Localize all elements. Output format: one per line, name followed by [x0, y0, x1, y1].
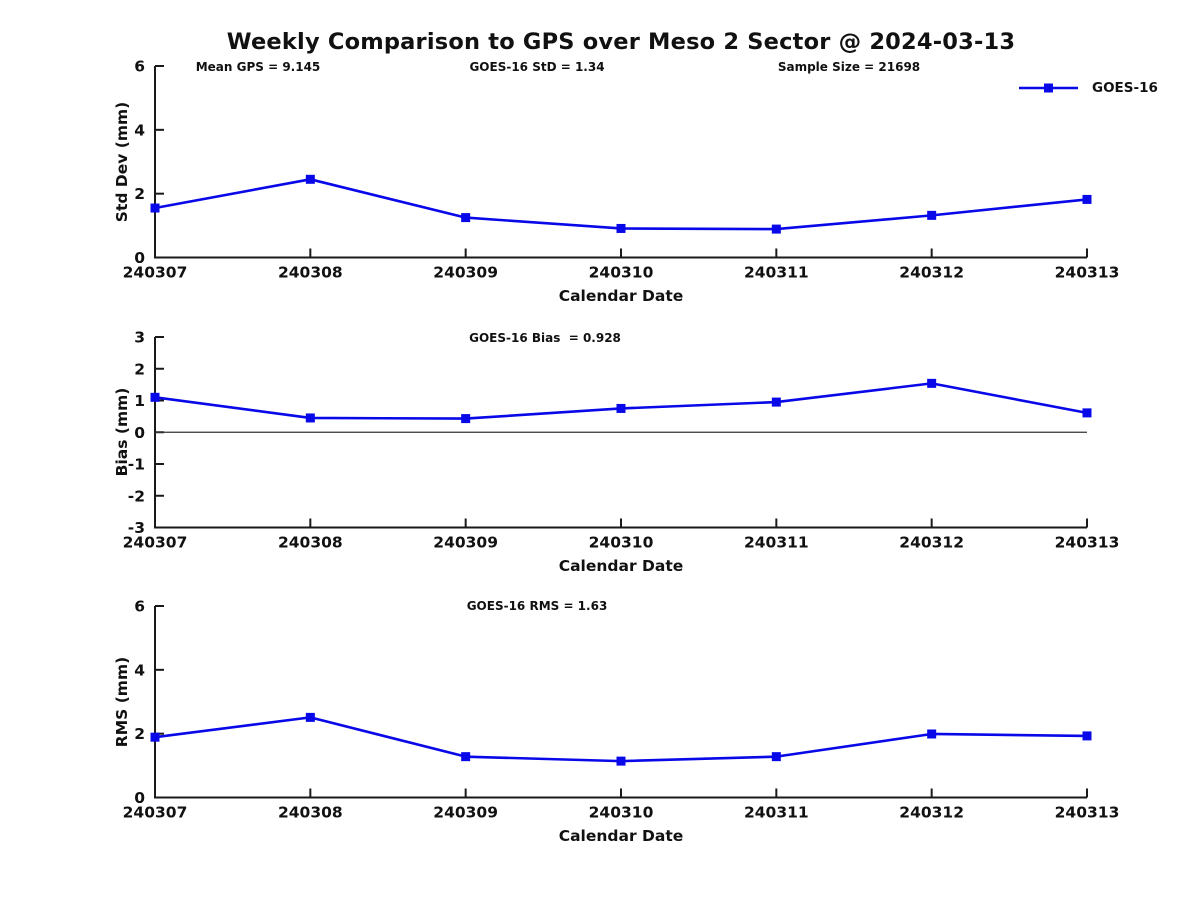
y-tick-label: 2 [134, 360, 145, 378]
y-tick-label: 0 [134, 249, 145, 267]
x-tick-label: 240308 [278, 264, 343, 282]
legend-line-sample [1019, 83, 1078, 93]
x-tick-label: 240310 [589, 534, 654, 552]
series-line-bias [154, 382, 1088, 420]
x-tick-label: 240308 [278, 534, 343, 552]
x-tick-label: 240307 [123, 534, 188, 552]
data-point-marker [616, 403, 626, 413]
y-tick-label: -2 [128, 487, 145, 505]
x-tick-label: 240311 [744, 264, 809, 282]
y-tick-label: 0 [134, 789, 145, 807]
x-tick-label: 240312 [899, 534, 964, 552]
annotation-mean-gps: Mean GPS = 9.145 [195, 60, 321, 74]
y-tick-label: -1 [128, 456, 145, 474]
y-tick-label: 0 [134, 424, 145, 442]
data-point-marker [461, 213, 471, 223]
data-point-marker [771, 397, 781, 407]
data-point-marker [1082, 408, 1092, 418]
x-tick-label: 240311 [744, 804, 809, 822]
x-tick-label: 240308 [278, 804, 343, 822]
x-tick-label: 240309 [433, 264, 498, 282]
data-point-marker [150, 732, 160, 742]
data-point-marker [927, 378, 937, 388]
y-tick-label: 1 [134, 392, 145, 410]
legend-label: GOES-16 [1092, 80, 1158, 96]
y-tick-label: 4 [134, 121, 145, 139]
data-point-marker [305, 174, 315, 184]
chart-title: Weekly Comparison to GPS over Meso 2 Sec… [226, 29, 1016, 55]
x-tick-label: 240307 [123, 264, 188, 282]
data-point-marker [616, 756, 626, 766]
x-tick-label: 240309 [433, 534, 498, 552]
y-tick-label: 2 [134, 185, 145, 203]
data-point-marker [150, 392, 160, 402]
x-axis-label-panel3: Calendar Date [558, 827, 684, 845]
x-tick-label: 240310 [589, 804, 654, 822]
series-line-std-dev [154, 178, 1088, 231]
x-tick-label: 240307 [123, 804, 188, 822]
annotation-sample-size: Sample Size = 21698 [777, 60, 921, 74]
y-tick-label: -3 [128, 519, 145, 537]
data-point-marker [616, 223, 626, 233]
x-tick-label: 240313 [1055, 534, 1120, 552]
annotation-goes16-std: GOES-16 StD = 1.34 [469, 60, 605, 74]
data-point-marker [461, 752, 471, 762]
axis-rms [154, 606, 1087, 799]
data-point-marker [927, 729, 937, 739]
x-tick-label: 240312 [899, 264, 964, 282]
y-axis-label-bias: Bias (mm) [113, 387, 131, 477]
annotation-goes16-bias: GOES-16 Bias = 0.928 [469, 331, 621, 345]
y-axis-label-rms: RMS (mm) [113, 656, 131, 748]
y-tick-label: 4 [134, 661, 145, 679]
y-axis-label-std-dev: Std Dev (mm) [113, 101, 131, 223]
data-point-marker [771, 752, 781, 762]
data-point-marker [305, 413, 315, 423]
data-point-marker [927, 210, 937, 220]
y-tick-label: 6 [134, 598, 145, 616]
y-tick-label: 2 [134, 725, 145, 743]
x-tick-label: 240313 [1055, 264, 1120, 282]
x-axis-label-panel2: Calendar Date [558, 557, 684, 575]
y-tick-label: 6 [134, 58, 145, 76]
x-tick-label: 240310 [589, 264, 654, 282]
x-axis-label-panel1: Calendar Date [558, 287, 684, 305]
x-tick-label: 240311 [744, 534, 809, 552]
x-tick-label: 240313 [1055, 804, 1120, 822]
annotation-goes16-rms: GOES-16 RMS = 1.63 [466, 599, 608, 613]
legend-square-marker-icon [1044, 83, 1053, 93]
data-point-marker [1082, 194, 1092, 204]
data-point-marker [150, 203, 160, 213]
y-tick-label: 3 [134, 329, 145, 347]
x-tick-label: 240312 [899, 804, 964, 822]
data-point-marker [1082, 731, 1092, 741]
x-tick-label: 240309 [433, 804, 498, 822]
legend: GOES-16 [1018, 80, 1158, 96]
series-line-rms [154, 716, 1088, 763]
data-point-marker [461, 414, 471, 424]
data-point-marker [771, 224, 781, 234]
data-point-marker [305, 712, 315, 722]
